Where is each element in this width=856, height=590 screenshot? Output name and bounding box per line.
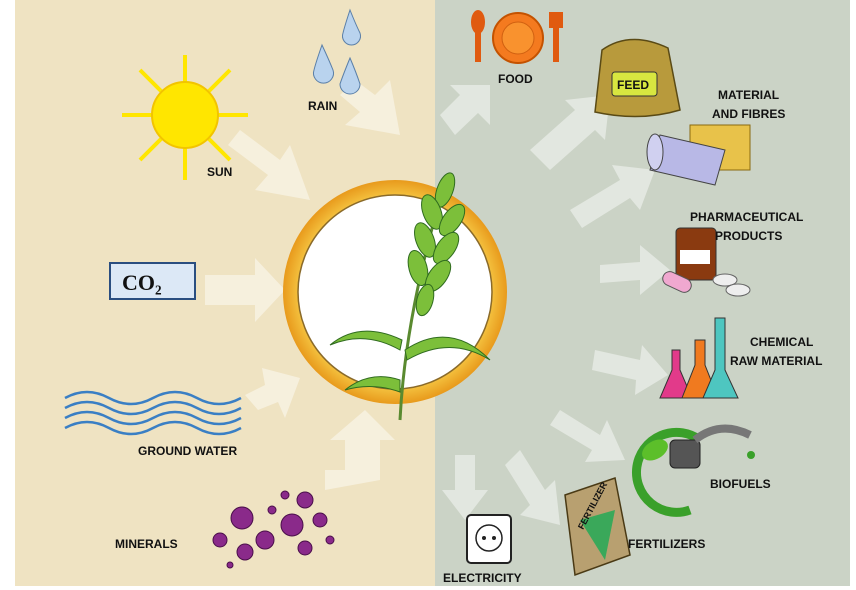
output-label: ELECTRICITY bbox=[443, 571, 522, 585]
output-label: AND FIBRES bbox=[712, 107, 785, 121]
input-label: MINERALS bbox=[115, 537, 178, 551]
output-label: FERTILIZERS bbox=[628, 537, 705, 551]
input-label: SUN bbox=[207, 165, 232, 179]
plant-disk bbox=[298, 195, 492, 389]
output-label: MATERIAL bbox=[718, 88, 779, 102]
output-label: PHARMACEUTICAL bbox=[690, 210, 803, 224]
output-label: BIOFUELS bbox=[710, 477, 771, 491]
input-label: CO₂ bbox=[122, 270, 162, 295]
output-label: FEED bbox=[617, 78, 649, 92]
input-label: GROUND WATER bbox=[138, 444, 237, 458]
output-label: PRODUCTS bbox=[715, 229, 782, 243]
output-label: FOOD bbox=[498, 72, 533, 86]
socket-icon bbox=[467, 515, 511, 563]
output-label: RAW MATERIAL bbox=[730, 354, 822, 368]
diagram: SUN RAIN CO₂ GROUND WATER MINERALS FOOD … bbox=[0, 0, 856, 590]
input-label: RAIN bbox=[308, 99, 337, 113]
output-label: CHEMICAL bbox=[750, 335, 813, 349]
